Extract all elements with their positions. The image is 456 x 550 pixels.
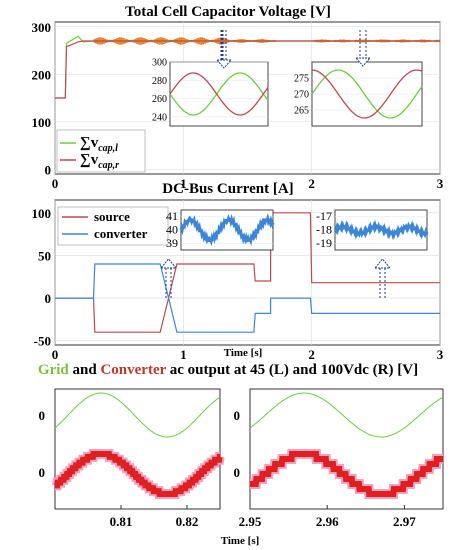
panel1-xtick: 2	[308, 176, 315, 191]
panel1-switching-band	[93, 37, 229, 45]
inset-ytick: -19	[316, 236, 332, 250]
inset-ytick: 40	[166, 223, 178, 237]
inset-ytick: 275	[294, 74, 309, 85]
panel3-left-frame	[54, 388, 221, 510]
series-converter	[250, 451, 443, 497]
panel1-inset-left: 240 260 280 300	[152, 58, 269, 127]
panel3-xlabel: Time [s]	[221, 535, 260, 547]
panel3-right-ytick-grid: 0	[234, 408, 241, 423]
series-grid	[249, 392, 444, 438]
panel2-xlabel: Time [s]	[224, 347, 263, 359]
panel3-xtick: 2.97	[393, 514, 416, 529]
inset-series-red	[311, 69, 423, 119]
panel1-plot: 0 100 200 300 0 1 2 3 ∑vcap,l ∑vcap,r 240 260 28…	[32, 20, 444, 191]
inset-ytick: 240	[152, 112, 167, 123]
panel3-right-frame	[249, 388, 444, 510]
inset-ytick: 41	[166, 209, 178, 223]
panel2-inset-right: -17-18-19	[316, 209, 429, 251]
panel1-title: Total Cell Capacitor Voltage [V]	[125, 4, 331, 20]
series-source	[55, 212, 440, 333]
dotted-arrow-up-icon	[373, 258, 392, 298]
panel1-xtick: 0	[52, 176, 59, 191]
panel3-left-plot: 0.81 0.82	[52, 388, 225, 529]
inset-ytick: 260	[152, 94, 167, 105]
dotted-arrow-down-icon	[215, 30, 233, 69]
series-grid	[54, 392, 221, 438]
inset-ytick: -18	[316, 223, 332, 237]
panel2-xtick: 0	[52, 347, 59, 362]
panel2-ytick: 50	[38, 248, 51, 263]
inset-series-red	[169, 72, 269, 116]
panel1-xtick: 3	[437, 176, 444, 191]
dotted-arrow-up-icon	[159, 258, 178, 298]
inset-series-converter	[333, 219, 429, 241]
inset-ytick: -17	[316, 209, 332, 223]
inset-ytick: 300	[152, 58, 167, 69]
inset-ytick: 265	[294, 106, 309, 117]
legend-label-source: source	[94, 209, 130, 224]
legend-label-vcap-l: ∑vcap,l	[80, 135, 118, 154]
panel1-inset-right: 265 270 275	[294, 61, 423, 127]
panel2-ytick: -50	[34, 334, 51, 349]
dotted-arrow-down-icon	[354, 30, 372, 67]
panel3-right-plot: 2.95 2.96 2.97	[239, 388, 444, 529]
panel1-ytick: 300	[32, 20, 52, 35]
panel2-xtick: 1	[180, 347, 187, 362]
legend-label-vcap-r: ∑vcap,r	[80, 152, 119, 171]
panel1-legend	[56, 129, 146, 173]
panel2-title: DC-Bus Current [A]	[162, 181, 293, 197]
panel1-ytick: 200	[32, 67, 52, 82]
inset-ytick: 39	[166, 236, 178, 250]
panel3-right-ytick-conv: 0	[234, 465, 241, 480]
panel3-xtick: 2.96	[316, 514, 339, 529]
panel2-ytick: 100	[32, 206, 52, 221]
inset-series-green	[311, 69, 423, 119]
panel1-ytick: 100	[32, 115, 52, 130]
panel2-xtick: 3	[437, 347, 444, 362]
panel3-xtick: 0.81	[110, 514, 133, 529]
panel3-title: Grid and Converter ac output at 45 (L) a…	[38, 362, 418, 378]
panel2-ytick: 0	[45, 291, 52, 306]
panel3-xtick: 2.95	[239, 514, 262, 529]
inset-frame	[169, 61, 269, 127]
inset-ytick: 280	[152, 76, 167, 87]
legend-label-converter: converter	[94, 226, 148, 241]
inset-series-converter	[179, 212, 275, 247]
panel3-left-ytick-grid: 0	[39, 408, 46, 423]
series-converter	[55, 263, 440, 333]
series-vcap-r	[55, 40, 440, 99]
panel1-ytick: 0	[45, 162, 52, 177]
panel3-left-ytick-conv: 0	[39, 465, 46, 480]
series-converter	[54, 451, 223, 497]
panel1-xtick: 1	[180, 176, 187, 191]
panel3-xtick: 0.82	[176, 514, 199, 529]
panel2-xtick: 2	[308, 347, 315, 362]
inset-series-green	[169, 72, 269, 116]
panel2-legend	[57, 206, 169, 246]
inset-ytick: 270	[294, 90, 309, 101]
